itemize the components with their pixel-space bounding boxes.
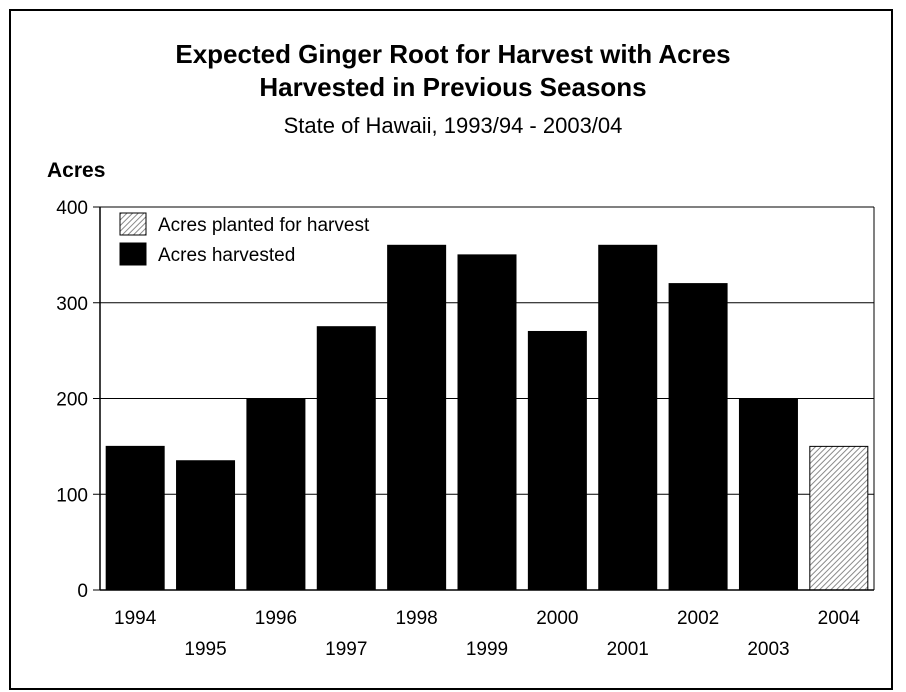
x-tick-label: 1997 xyxy=(325,639,367,660)
bar-2003 xyxy=(738,398,798,591)
y-tick-label: 200 xyxy=(56,390,88,411)
chart-subtitle: State of Hawaii, 1993/94 - 2003/04 xyxy=(283,113,623,138)
x-tick-label: 2004 xyxy=(818,608,861,629)
bar-1999 xyxy=(457,254,517,591)
x-tick-label: 2002 xyxy=(677,608,719,629)
bar-1998 xyxy=(387,244,447,591)
bar-2004 xyxy=(809,445,869,591)
bar-1995 xyxy=(176,460,236,591)
y-axis-label: Acres xyxy=(47,159,106,182)
bar-1996 xyxy=(246,398,306,591)
y-tick-label: 400 xyxy=(56,198,88,219)
x-tick-label: 1995 xyxy=(184,639,226,660)
y-tick-label: 100 xyxy=(56,485,88,506)
x-tick-label: 1998 xyxy=(395,608,437,629)
x-tick-label: 2003 xyxy=(747,639,789,660)
legend-swatch xyxy=(119,242,147,266)
y-tick-label: 0 xyxy=(77,581,88,602)
y-tick-label: 300 xyxy=(56,294,88,315)
x-tick-label: 1994 xyxy=(114,608,157,629)
x-tick-label: 2000 xyxy=(536,608,578,629)
bar-2002 xyxy=(668,283,728,591)
x-tick-label: 1999 xyxy=(466,639,508,660)
chart-title-line-1: Expected Ginger Root for Harvest with Ac… xyxy=(175,39,731,69)
bar-2000 xyxy=(527,330,587,591)
bar-2001 xyxy=(598,244,658,591)
chart-title: Expected Ginger Root for Harvest with Ac… xyxy=(0,38,906,104)
legend-swatch xyxy=(119,212,147,236)
x-tick-label: 2001 xyxy=(607,639,649,660)
legend-label: Acres planted for harvest xyxy=(158,215,370,236)
chart-title-line-2: Harvested in Previous Seasons xyxy=(259,72,647,102)
legend-label: Acres harvested xyxy=(158,245,295,266)
bar-1997 xyxy=(316,326,376,591)
bar-1994 xyxy=(105,445,165,591)
x-tick-label: 1996 xyxy=(255,608,297,629)
